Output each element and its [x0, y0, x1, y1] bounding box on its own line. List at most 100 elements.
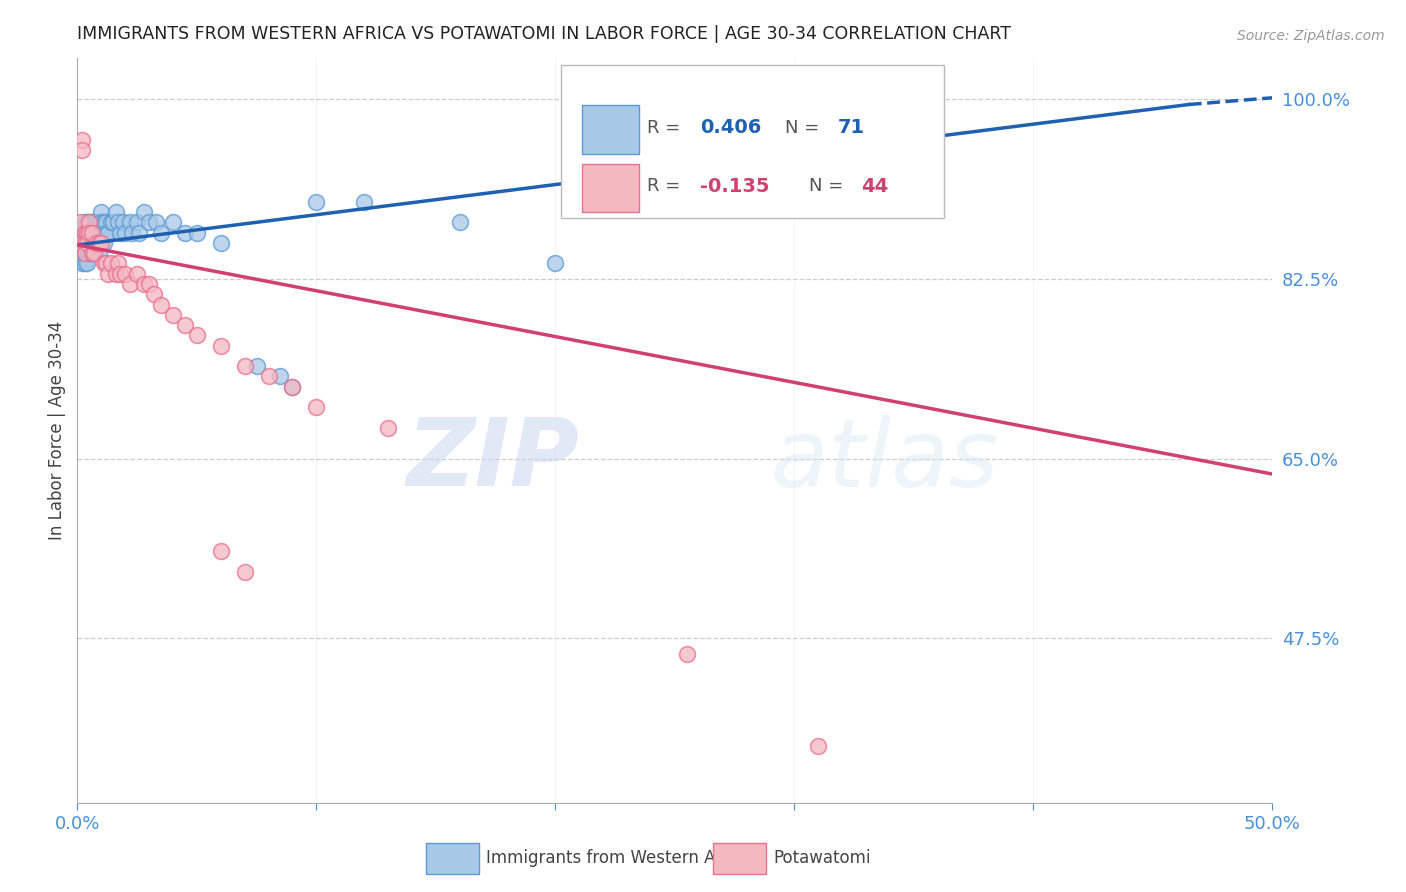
FancyBboxPatch shape [713, 843, 766, 874]
Point [114, 267, 136, 281]
Point [93, 215, 115, 229]
Point [83, 235, 105, 250]
Point [73, 226, 96, 240]
Point [73, 215, 96, 229]
Text: -0.135: -0.135 [700, 177, 769, 195]
Point [128, 226, 150, 240]
Point [94, 256, 117, 270]
Text: Immigrants from Western Africa: Immigrants from Western Africa [486, 849, 752, 867]
Point [70, 144, 93, 158]
Point [73, 246, 96, 260]
Point [134, 277, 156, 291]
Point [94, 226, 117, 240]
Point [150, 297, 173, 311]
Point [150, 226, 173, 240]
Point [103, 215, 124, 229]
Point [69, 235, 91, 250]
Point [127, 267, 149, 281]
Point [79, 226, 101, 240]
Point [104, 267, 127, 281]
Point [90, 235, 112, 250]
Point [76, 246, 98, 260]
Point [209, 544, 232, 558]
Point [86, 235, 108, 250]
Point [807, 739, 830, 754]
Point [69, 235, 91, 250]
Point [70, 133, 93, 147]
Point [70, 235, 93, 250]
Point [145, 215, 167, 229]
Point [162, 215, 184, 229]
Point [70, 235, 93, 250]
Point [73, 235, 96, 250]
Point [79, 215, 101, 229]
Text: 0.406: 0.406 [700, 119, 762, 137]
Point [69, 246, 91, 260]
Point [86, 226, 108, 240]
Point [83, 215, 105, 229]
Point [79, 226, 101, 240]
Point [100, 215, 122, 229]
Point [94, 215, 117, 229]
Point [83, 246, 105, 260]
Point [87, 235, 110, 250]
Text: ZIP: ZIP [406, 414, 579, 506]
Point [86, 235, 108, 250]
Point [70, 246, 93, 260]
Text: R =: R = [647, 178, 686, 195]
Point [270, 369, 292, 384]
Point [90, 226, 112, 240]
Point [186, 328, 208, 343]
Point [73, 246, 96, 260]
Text: R =: R = [647, 119, 686, 136]
Point [174, 318, 197, 332]
Point [174, 226, 197, 240]
Point [80, 235, 103, 250]
Text: N =: N = [808, 178, 849, 195]
Text: Source: ZipAtlas.com: Source: ZipAtlas.com [1237, 29, 1385, 43]
Point [281, 380, 304, 394]
Point [79, 235, 101, 250]
Point [127, 215, 149, 229]
Point [79, 246, 101, 260]
Point [903, 133, 925, 147]
Point [80, 246, 103, 260]
Point [76, 256, 98, 270]
Point [87, 215, 110, 229]
Point [104, 205, 127, 219]
Point [233, 565, 256, 579]
Point [449, 215, 471, 229]
Point [79, 215, 101, 229]
Point [305, 194, 328, 209]
Point [90, 205, 112, 219]
Point [70, 226, 93, 240]
Point [87, 226, 110, 240]
Point [209, 338, 232, 352]
Point [76, 235, 98, 250]
Text: IMMIGRANTS FROM WESTERN AFRICA VS POTAWATOMI IN LABOR FORCE | AGE 30-34 CORRELAT: IMMIGRANTS FROM WESTERN AFRICA VS POTAWA… [77, 25, 1011, 43]
Point [69, 215, 91, 229]
Point [138, 215, 160, 229]
Point [73, 226, 96, 240]
Point [544, 256, 567, 270]
FancyBboxPatch shape [582, 164, 640, 212]
Point [118, 215, 141, 229]
Point [80, 226, 103, 240]
Y-axis label: In Labor Force | Age 30-34: In Labor Force | Age 30-34 [48, 321, 66, 540]
Point [76, 226, 98, 240]
Point [93, 256, 115, 270]
Point [305, 401, 328, 415]
Point [281, 380, 304, 394]
Point [83, 226, 105, 240]
Point [90, 215, 112, 229]
Point [93, 235, 115, 250]
Point [73, 256, 96, 270]
Point [377, 421, 399, 435]
Point [142, 287, 165, 301]
Point [80, 246, 103, 260]
Point [807, 133, 830, 147]
Point [246, 359, 269, 374]
Point [138, 277, 160, 291]
Text: 71: 71 [838, 119, 865, 137]
Point [121, 226, 143, 240]
